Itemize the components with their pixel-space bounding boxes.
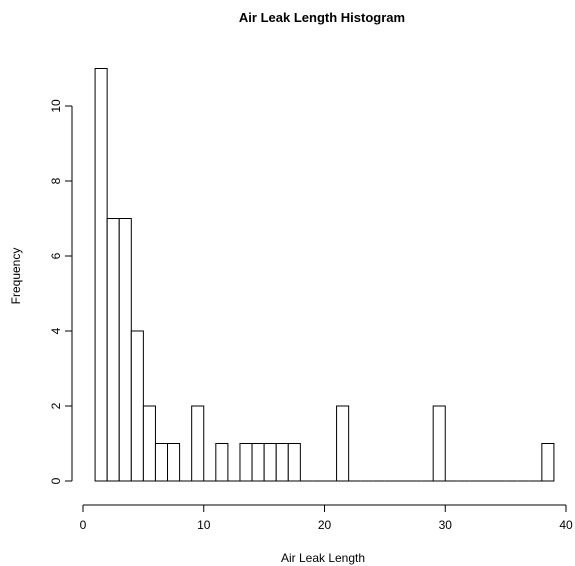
x-tick-label: 20 bbox=[318, 518, 332, 532]
x-tick-label: 30 bbox=[439, 518, 453, 532]
y-tick-label: 0 bbox=[49, 477, 63, 484]
x-tick-label: 10 bbox=[197, 518, 211, 532]
y-tick-label: 4 bbox=[49, 327, 63, 334]
histogram-bar-6 bbox=[167, 443, 181, 482]
histogram-bar-8 bbox=[191, 405, 205, 482]
histogram-bar-5 bbox=[154, 443, 169, 482]
histogram-bar-16 bbox=[287, 443, 301, 482]
y-tick-label: 2 bbox=[49, 402, 63, 409]
y-axis-ticks: 0 2 4 6 8 10 bbox=[49, 99, 72, 484]
x-tick-label: 0 bbox=[80, 518, 87, 532]
histogram-bar-12 bbox=[239, 443, 253, 482]
histogram-bar-4 bbox=[142, 405, 156, 482]
y-tick-label: 8 bbox=[49, 177, 63, 184]
chart-title: Air Leak Length Histogram bbox=[239, 10, 405, 25]
histogram-bar-20 bbox=[336, 405, 350, 482]
y-axis-label: Frequency bbox=[9, 248, 23, 305]
histogram-bar-0 bbox=[94, 68, 108, 482]
x-axis-ticks: 0 10 20 30 40 bbox=[80, 505, 573, 532]
histogram-bar-14 bbox=[263, 443, 277, 482]
y-tick-label: 10 bbox=[49, 99, 63, 113]
histogram-bar-3 bbox=[130, 330, 144, 482]
x-axis-label: Air Leak Length bbox=[281, 551, 365, 565]
y-tick-label: 6 bbox=[49, 252, 63, 259]
histogram-bar-37 bbox=[541, 443, 555, 482]
histogram-bar-10 bbox=[215, 443, 229, 482]
histogram-bar-15 bbox=[275, 443, 289, 482]
bars-group bbox=[94, 68, 555, 482]
histogram-bar-13 bbox=[251, 443, 265, 482]
histogram-bar-1 bbox=[106, 218, 120, 482]
histogram-bar-2 bbox=[118, 218, 132, 482]
histogram-bar-28 bbox=[432, 405, 446, 482]
x-tick-label: 40 bbox=[559, 518, 573, 532]
